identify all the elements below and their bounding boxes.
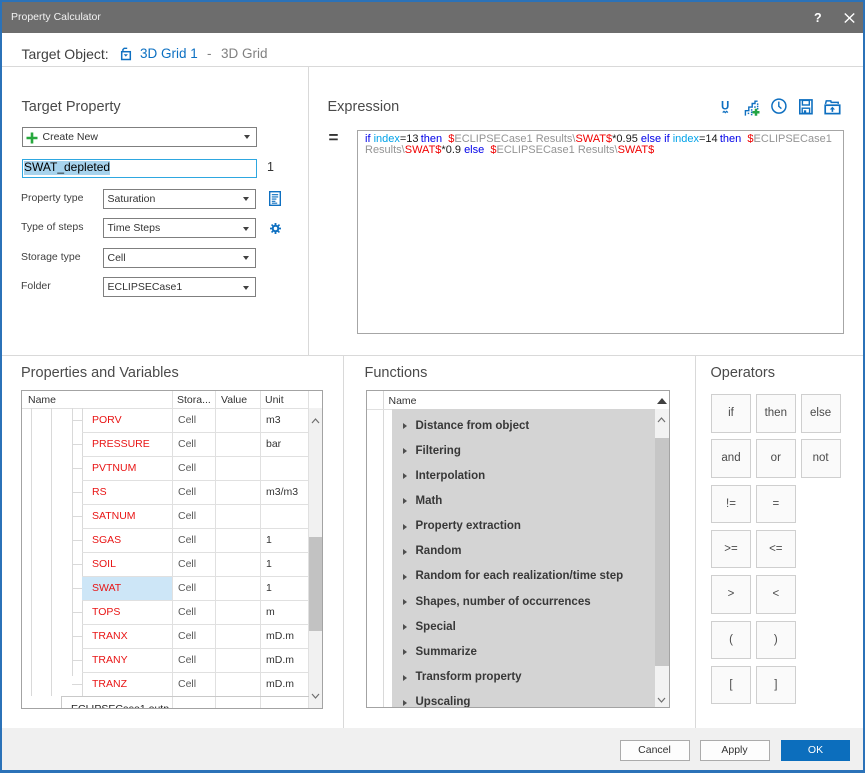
svg-text:U: U [721, 100, 729, 112]
